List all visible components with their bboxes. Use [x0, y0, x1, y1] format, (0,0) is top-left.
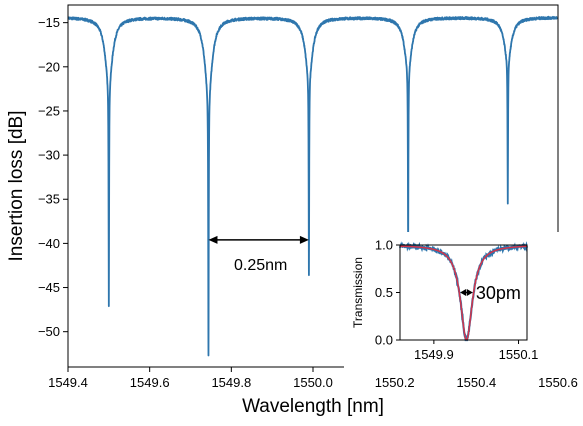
x-tick-label: 1550.4	[456, 375, 496, 390]
main-y-ticks: −15 −20 −25 −30 −35 −40 −45 −50	[38, 15, 68, 339]
y-tick-label: −40	[38, 236, 60, 251]
main-series-layer	[67, 15, 558, 357]
x-axis-label: Wavelength [nm]	[242, 396, 384, 417]
insertion-loss-series	[67, 15, 558, 357]
y-tick-label: −25	[38, 103, 60, 118]
inset-x-tick-label: 1550.1	[499, 347, 539, 362]
fsr-arrow-head-left	[208, 235, 218, 244]
inset-y-tick-label: 0.5	[375, 285, 393, 300]
inset-y-tick-label: 1.0	[375, 238, 393, 253]
x-tick-label: 1549.4	[48, 375, 88, 390]
main-plot-frame	[67, 4, 559, 368]
y-tick-label: −45	[38, 280, 60, 295]
x-tick-label: 1550.2	[375, 375, 415, 390]
inset-y-tick-label: 0.0	[375, 333, 393, 348]
inset-x-tick-label: 1549.9	[414, 347, 454, 362]
y-axis-label: Insertion loss [dB]	[6, 110, 27, 261]
inset-series-layer	[398, 241, 529, 342]
fsr-annotation: 0.25nm	[208, 235, 309, 274]
main-x-ticks: 1549.4 1549.6 1549.8 1550.0 1550.2 1550.4 1550…	[48, 367, 578, 390]
x-tick-label: 1549.8	[211, 375, 251, 390]
inset-y-axis-label: Transmission	[351, 257, 365, 328]
y-tick-label: −35	[38, 192, 60, 207]
x-tick-label: 1550.0	[293, 375, 333, 390]
x-tick-label: 1549.6	[130, 375, 170, 390]
inset-plot-frame	[399, 244, 528, 341]
y-tick-label: −20	[38, 59, 60, 74]
inset-y-ticks: 0.0 0.5 1.0	[375, 238, 400, 348]
y-tick-label: −50	[38, 324, 60, 339]
linewidth-annotation: 30pm	[460, 283, 521, 303]
inset-chart: 0.0 0.5 1.0 1549.9 1550.1 Transmission 30pm	[344, 232, 582, 372]
fsr-arrow-head-right	[299, 235, 309, 244]
main-chart: −15−20−25−30−35−40−45−50 1549.4 1549.6 154…	[6, 4, 578, 417]
y-tick-label: −15	[38, 15, 60, 30]
linewidth-arrow-head-left	[460, 289, 467, 296]
fsr-annotation-label: 0.25nm	[234, 257, 287, 274]
y-tick-label: −30	[38, 148, 60, 163]
x-tick-label: 1550.6	[538, 375, 578, 390]
linewidth-arrow-head-right	[466, 289, 473, 296]
inset-x-ticks: 1549.9 1550.1	[414, 340, 538, 362]
inset-background	[344, 232, 582, 372]
linewidth-annotation-label: 30pm	[476, 283, 521, 303]
inset-fit-series	[400, 245, 527, 341]
